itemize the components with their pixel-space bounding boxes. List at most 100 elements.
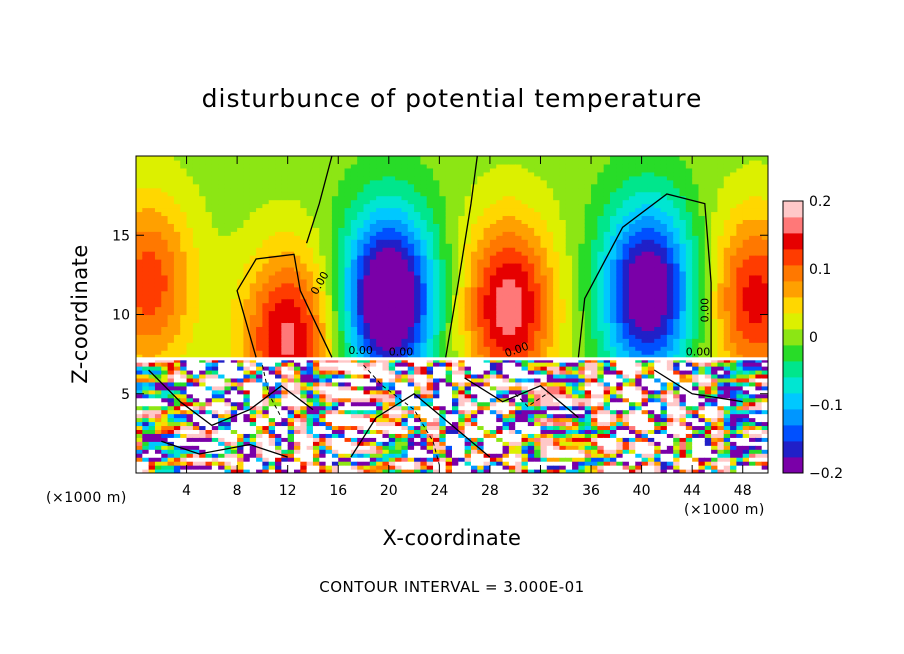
heatmap-cell bbox=[388, 310, 396, 316]
heatmap-cell bbox=[312, 207, 320, 213]
heatmap-cell bbox=[470, 389, 478, 395]
heatmap-cell bbox=[199, 179, 207, 185]
heatmap-cell bbox=[445, 461, 453, 466]
heatmap-cell bbox=[281, 354, 289, 359]
heatmap-cell bbox=[350, 159, 358, 165]
heatmap-cell bbox=[489, 231, 497, 236]
heatmap-cell bbox=[477, 334, 485, 339]
heatmap-cell bbox=[192, 417, 200, 423]
heatmap-cell bbox=[325, 219, 333, 224]
heatmap-cell bbox=[489, 334, 497, 339]
heatmap-cell bbox=[344, 437, 352, 442]
heatmap-cell bbox=[287, 278, 295, 284]
heatmap-cell bbox=[142, 381, 150, 387]
heatmap-cell bbox=[508, 298, 516, 304]
heatmap-cell bbox=[230, 369, 238, 375]
heatmap-cell bbox=[173, 175, 181, 181]
heatmap-cell bbox=[508, 409, 516, 415]
heatmap-cell bbox=[142, 326, 150, 331]
heatmap-cell bbox=[401, 282, 409, 288]
heatmap-cell bbox=[515, 441, 523, 446]
heatmap-cell bbox=[281, 401, 289, 407]
heatmap-cell bbox=[256, 381, 263, 387]
heatmap-cell bbox=[470, 318, 478, 324]
heatmap-cell bbox=[205, 465, 213, 470]
heatmap-cell bbox=[401, 326, 409, 331]
heatmap-cell bbox=[230, 187, 238, 193]
heatmap-cell bbox=[338, 457, 346, 462]
heatmap-cell bbox=[173, 243, 181, 248]
heatmap-cell bbox=[237, 433, 245, 438]
heatmap-cell bbox=[420, 282, 428, 288]
heatmap-cell bbox=[281, 195, 289, 201]
heatmap-cell bbox=[452, 235, 459, 240]
heatmap-cell bbox=[452, 381, 459, 387]
heatmap-cell bbox=[470, 409, 478, 415]
heatmap-cell bbox=[363, 286, 371, 292]
heatmap-cell bbox=[192, 203, 200, 209]
heatmap-cell bbox=[154, 179, 162, 185]
heatmap-cell bbox=[477, 429, 485, 434]
heatmap-cell bbox=[369, 306, 377, 312]
heatmap-cell bbox=[173, 302, 181, 308]
heatmap-cell bbox=[369, 366, 377, 371]
heatmap-cell bbox=[275, 255, 282, 260]
heatmap-cell bbox=[199, 278, 207, 284]
heatmap-cell bbox=[281, 397, 289, 403]
heatmap-cell bbox=[357, 362, 365, 367]
heatmap-cell bbox=[218, 381, 226, 387]
heatmap-cell bbox=[218, 156, 226, 161]
heatmap-cell bbox=[496, 171, 504, 177]
heatmap-cell bbox=[477, 183, 485, 189]
heatmap-cell bbox=[350, 251, 358, 256]
heatmap-cell bbox=[363, 294, 371, 300]
heatmap-cell bbox=[508, 393, 516, 399]
heatmap-cell bbox=[338, 326, 346, 331]
heatmap-cell bbox=[243, 231, 251, 236]
heatmap-cell bbox=[521, 159, 529, 165]
heatmap-cell bbox=[237, 294, 245, 300]
heatmap-cell bbox=[205, 397, 213, 403]
heatmap-cell bbox=[237, 310, 245, 316]
heatmap-cell bbox=[470, 306, 478, 312]
heatmap-cell bbox=[395, 338, 403, 343]
heatmap-cell bbox=[508, 183, 516, 189]
heatmap-cell bbox=[527, 354, 535, 359]
heatmap-cell bbox=[470, 239, 478, 244]
heatmap-cell bbox=[243, 251, 251, 256]
heatmap-cell bbox=[515, 354, 523, 359]
heatmap-cell bbox=[192, 199, 200, 205]
heatmap-cell bbox=[161, 282, 169, 288]
heatmap-cell bbox=[199, 465, 207, 470]
heatmap-cell bbox=[287, 350, 295, 355]
heatmap-cell bbox=[192, 294, 200, 300]
heatmap-cell bbox=[230, 377, 238, 383]
heatmap-cell bbox=[407, 310, 415, 316]
heatmap-cell bbox=[521, 310, 529, 316]
heatmap-cell bbox=[439, 306, 447, 312]
heatmap-cell bbox=[388, 306, 396, 312]
heatmap-cell bbox=[477, 405, 485, 411]
heatmap-cell bbox=[420, 223, 428, 228]
heatmap-cell bbox=[464, 385, 472, 391]
heatmap-cell bbox=[268, 298, 276, 304]
heatmap-cell bbox=[521, 397, 529, 403]
heatmap-cell bbox=[407, 274, 415, 280]
heatmap-cell bbox=[211, 465, 219, 470]
heatmap-cell bbox=[154, 354, 162, 359]
heatmap-cell bbox=[401, 183, 409, 189]
heatmap-cell bbox=[464, 373, 472, 379]
heatmap-cell bbox=[489, 211, 497, 217]
heatmap-cell bbox=[161, 377, 169, 383]
heatmap-cell bbox=[338, 342, 346, 347]
heatmap-cell bbox=[199, 219, 207, 224]
heatmap-cell bbox=[527, 425, 535, 431]
heatmap-cell bbox=[306, 366, 314, 371]
heatmap-cell bbox=[426, 421, 434, 427]
heatmap-cell bbox=[344, 457, 352, 462]
heatmap-cell bbox=[445, 262, 453, 268]
heatmap-cell bbox=[357, 393, 365, 399]
heatmap-cell bbox=[224, 401, 232, 407]
heatmap-cell bbox=[414, 358, 421, 363]
heatmap-cell bbox=[483, 302, 491, 308]
